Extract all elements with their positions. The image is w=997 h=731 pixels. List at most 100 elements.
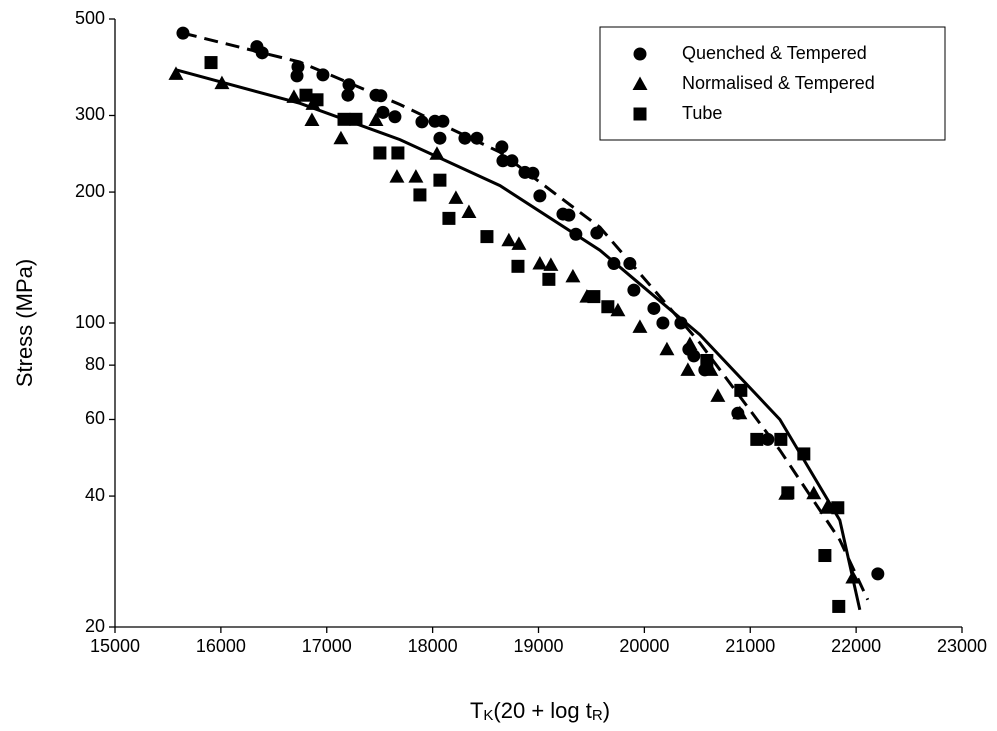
legend-label: Normalised & Tempered: [682, 73, 875, 93]
x-label-text: (20 + log t: [493, 698, 591, 723]
marker-circle: [316, 68, 330, 82]
marker-square: [818, 549, 832, 563]
fit-curve: [182, 31, 870, 601]
marker-circle: [376, 105, 390, 119]
marker-square: [413, 188, 427, 202]
marker-triangle: [659, 341, 675, 356]
marker-square: [349, 112, 363, 126]
marker-square: [337, 112, 351, 126]
x-label-text: ): [603, 698, 610, 723]
x-tick-label: 20000: [619, 636, 669, 656]
marker-circle: [656, 316, 670, 330]
marker-circle: [388, 110, 402, 124]
marker-square: [433, 173, 447, 187]
marker-circle: [687, 349, 701, 363]
y-tick-label: 300: [75, 104, 105, 124]
marker-square: [601, 300, 615, 314]
marker-square: [373, 146, 387, 160]
marker-circle: [436, 114, 450, 128]
marker-triangle: [333, 130, 349, 145]
marker-square: [442, 211, 456, 225]
marker-square: [310, 93, 324, 107]
marker-circle: [569, 227, 583, 241]
marker-triangle: [501, 232, 517, 247]
x-tick-label: 19000: [513, 636, 563, 656]
marker-triangle: [532, 256, 548, 270]
x-label-subscript: R: [592, 707, 603, 724]
marker-circle: [290, 69, 304, 83]
y-tick-label: 100: [75, 312, 105, 332]
marker-circle: [342, 78, 356, 92]
marker-triangle: [368, 112, 384, 126]
marker-circle: [674, 316, 688, 330]
x-label-text: T: [470, 698, 483, 723]
marker-square: [587, 290, 601, 304]
marker-square: [700, 353, 714, 367]
y-tick-label: 20: [85, 616, 105, 636]
marker-circle: [505, 154, 519, 168]
fit-curve: [175, 68, 862, 611]
marker-circle: [374, 89, 388, 103]
y-tick-label: 200: [75, 181, 105, 201]
marker-triangle: [732, 405, 748, 420]
marker-circle: [341, 88, 355, 102]
y-axis-label: Stress (MPa): [12, 259, 37, 387]
x-tick-label: 15000: [90, 636, 140, 656]
marker-circle: [496, 154, 510, 168]
marker-triangle: [565, 268, 581, 283]
marker-square: [832, 599, 846, 613]
marker-circle: [176, 26, 190, 40]
marker-triangle: [286, 89, 302, 103]
marker-triangle: [680, 362, 696, 376]
marker-triangle: [710, 388, 726, 402]
marker-circle: [255, 46, 269, 60]
marker-circle: [470, 131, 484, 145]
marker-triangle: [806, 485, 822, 500]
marker-triangle: [168, 66, 184, 80]
x-tick-label: 21000: [725, 636, 775, 656]
marker-square: [542, 272, 556, 286]
x-label-subscript: K: [483, 707, 493, 724]
marker-square: [299, 88, 313, 102]
marker-square: [831, 501, 845, 515]
marker-circle: [433, 131, 447, 145]
marker-square: [633, 107, 647, 121]
marker-triangle: [448, 190, 464, 204]
marker-circle: [623, 257, 637, 271]
x-tick-label: 18000: [408, 636, 458, 656]
legend-label: Quenched & Tempered: [682, 43, 867, 63]
marker-triangle: [632, 319, 648, 333]
y-tick-label: 40: [85, 485, 105, 505]
marker-triangle: [543, 257, 559, 271]
marker-circle: [526, 166, 540, 180]
marker-square: [480, 230, 494, 244]
marker-circle: [871, 567, 885, 581]
legend-box: [599, 26, 946, 141]
marker-circle: [633, 47, 647, 61]
marker-circle: [533, 189, 547, 203]
x-tick-label: 17000: [302, 636, 352, 656]
marker-triangle: [682, 336, 698, 350]
marker-circle: [761, 432, 775, 446]
marker-triangle: [845, 569, 861, 584]
legend-label: Tube: [682, 103, 722, 123]
marker-triangle: [819, 500, 835, 514]
marker-circle: [495, 140, 509, 154]
marker-square: [734, 383, 748, 397]
x-tick-label: 16000: [196, 636, 246, 656]
marker-square: [391, 146, 405, 160]
marker-triangle: [214, 75, 230, 90]
marker-square: [511, 259, 525, 273]
marker-circle: [607, 257, 621, 271]
marker-circle: [562, 208, 576, 222]
x-axis-label: TK(20 + log tR): [470, 698, 610, 725]
marker-triangle: [408, 169, 424, 183]
marker-circle: [647, 301, 661, 315]
marker-circle: [458, 131, 472, 145]
marker-circle: [627, 283, 641, 297]
marker-square: [797, 447, 811, 461]
marker-square: [774, 432, 788, 446]
y-tick-label: 80: [85, 354, 105, 374]
